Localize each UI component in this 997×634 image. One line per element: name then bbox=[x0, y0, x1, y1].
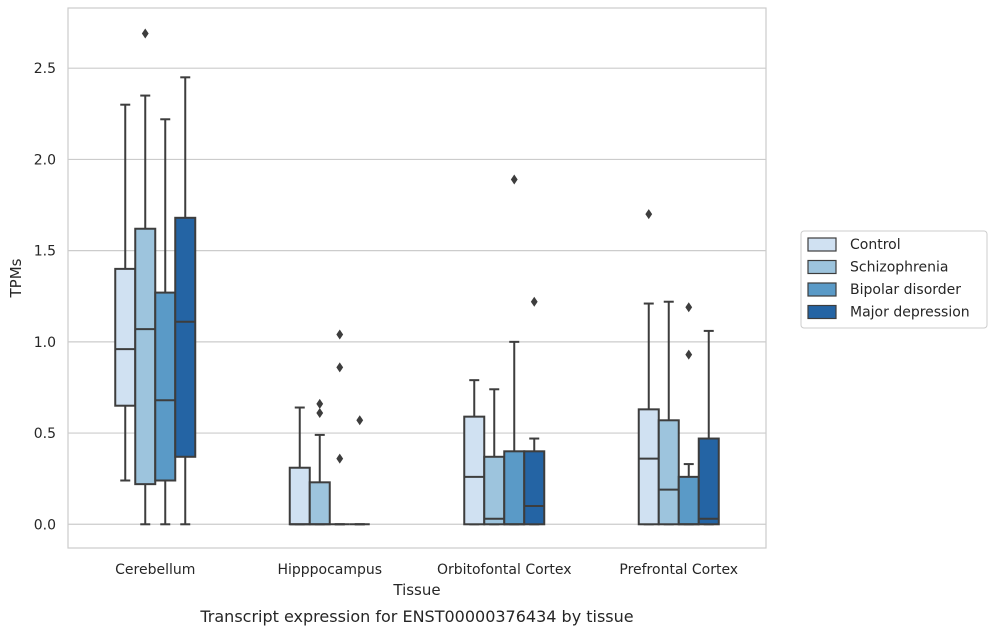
box-iqr bbox=[523, 450, 546, 526]
outlier-point bbox=[685, 349, 693, 360]
box-bipolar-disorder bbox=[154, 118, 177, 526]
box-iqr bbox=[154, 291, 177, 482]
legend-swatch bbox=[807, 259, 837, 275]
box-iqr bbox=[503, 450, 526, 526]
box-iqr bbox=[637, 408, 660, 526]
legend-swatch bbox=[807, 282, 837, 297]
legend-swatch bbox=[807, 237, 837, 252]
box-bipolar-disorder bbox=[329, 329, 350, 526]
box-major-depression bbox=[349, 415, 370, 526]
box-major-depression bbox=[523, 296, 546, 526]
box-iqr bbox=[697, 437, 720, 526]
box-iqr bbox=[134, 227, 157, 486]
outlier-point bbox=[645, 209, 653, 220]
y-tick-label: 1.5 bbox=[34, 244, 56, 260]
box-schizophrenia bbox=[483, 388, 506, 526]
outlier-point bbox=[510, 174, 518, 185]
outlier-point bbox=[316, 408, 324, 418]
outlier-point bbox=[336, 329, 344, 340]
x-tick-label: Hipppocampus bbox=[277, 562, 382, 578]
box-iqr bbox=[483, 455, 506, 526]
chart-caption: Transcript expression for ENST0000037643… bbox=[199, 607, 633, 626]
box-major-depression bbox=[697, 329, 720, 526]
y-tick-labels: 0.0 0.5 1.0 1.5 2.0 2.5 bbox=[34, 61, 56, 533]
box-control bbox=[463, 379, 486, 526]
legend-entry: Schizophrenia bbox=[850, 260, 948, 276]
y-tick-label: 0.0 bbox=[34, 517, 56, 533]
box-bipolar-disorder bbox=[677, 302, 700, 526]
box-schizophrenia bbox=[657, 300, 680, 526]
box-iqr bbox=[288, 466, 311, 526]
outlier-point bbox=[141, 28, 149, 39]
y-axis-title: TPMs bbox=[7, 258, 25, 298]
box-iqr bbox=[308, 481, 331, 526]
box-iqr bbox=[463, 415, 486, 526]
box-control bbox=[114, 103, 137, 482]
legend-swatch bbox=[807, 304, 837, 320]
x-tick-label: Cerebellum bbox=[115, 562, 195, 578]
legend-frame bbox=[800, 230, 988, 329]
x-tick-label: Prefrontal Cortex bbox=[619, 562, 738, 578]
box-iqr bbox=[114, 267, 137, 407]
legend-entry: Control bbox=[850, 237, 901, 253]
outlier-point bbox=[530, 296, 538, 307]
outlier-point bbox=[336, 362, 344, 373]
box-major-depression bbox=[174, 76, 197, 526]
box-control bbox=[288, 406, 311, 526]
boxes bbox=[114, 28, 720, 526]
legend-entry: Bipolar disorder bbox=[850, 282, 961, 298]
box-schizophrenia bbox=[134, 28, 157, 526]
box-bipolar-disorder bbox=[503, 174, 526, 526]
box-control bbox=[637, 209, 660, 526]
box-iqr bbox=[174, 216, 197, 458]
box-schizophrenia bbox=[308, 398, 331, 526]
plot-frame bbox=[67, 7, 767, 549]
outlier-point bbox=[336, 453, 344, 464]
y-tick-label: 2.5 bbox=[34, 61, 56, 77]
x-tick-labels: Cerebellum Hipppocampus Orbitofontal Corte… bbox=[115, 562, 738, 578]
y-tick-label: 2.0 bbox=[34, 152, 56, 168]
x-axis-title: Tissue bbox=[392, 581, 440, 599]
x-tick-label: Orbitofontal Cortex bbox=[437, 562, 572, 578]
outlier-point bbox=[316, 398, 324, 409]
legend: Control Schizophrenia Bipolar disorder Majo… bbox=[800, 230, 988, 329]
legend-entry: Major depression bbox=[850, 305, 970, 321]
outlier-point bbox=[685, 302, 693, 313]
y-tick-label: 0.5 bbox=[34, 426, 56, 442]
box-iqr bbox=[677, 475, 700, 526]
y-tick-label: 1.0 bbox=[34, 335, 56, 351]
box-iqr bbox=[657, 419, 680, 526]
outlier-point bbox=[356, 415, 364, 426]
